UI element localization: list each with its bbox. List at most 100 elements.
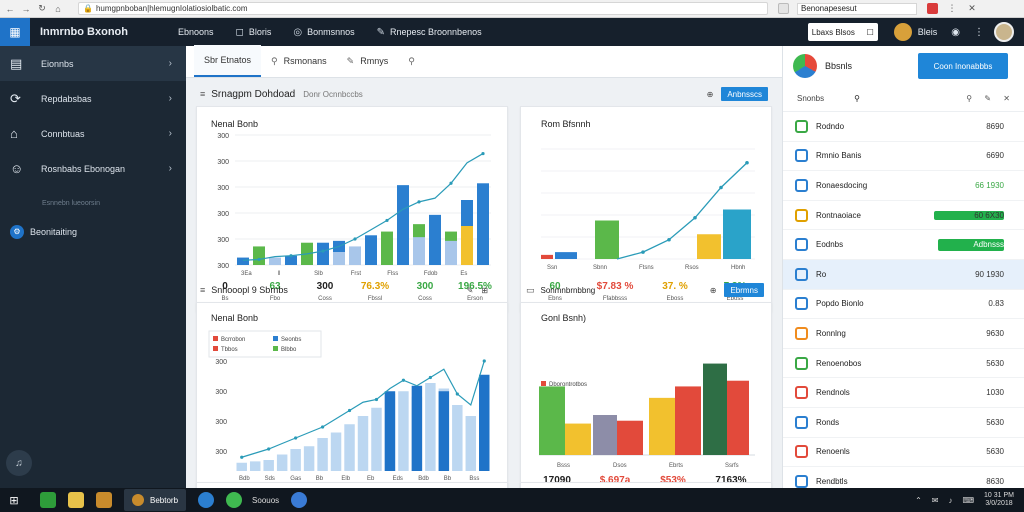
sidebar-item[interactable]: ☺ Rosnbabs Ebonogan › [0,151,186,186]
app-grid-icon[interactable]: ▦ [0,18,30,46]
x-tick-label: Es [460,271,467,277]
app-title: Inmrnbo Bxonoh [40,26,128,38]
panel-header-2: ≡ Snnooopl 9 Sbrnbs ✎ ⊞ [200,278,496,302]
sidebar-item[interactable]: ▤ Eionnbs › [0,46,186,81]
folder-app-icon[interactable] [68,492,84,508]
windows-start-icon[interactable]: ⊞ [9,494,19,507]
sidebar-item[interactable]: ⌂ Connbtuas › [0,116,186,151]
line-point [482,359,486,363]
list-item[interactable]: Ronds 5630 [783,408,1024,438]
top-nav-item[interactable]: ◻ Bloris [236,27,276,38]
main-tab[interactable]: ⚲ Rsmonans [261,45,337,77]
user-circle-icon[interactable]: ♫ [6,450,32,476]
clock[interactable]: 10 31 PM 3/0/2018 [984,492,1014,507]
address-text: humgpnboban|hlemugnIolatiosiolbatic.com [95,4,248,13]
home-icon[interactable]: ⌂ [55,3,61,14]
grid-icon[interactable]: ⊞ [481,285,488,295]
list-item[interactable]: Ronnlng 9630 [783,319,1024,349]
edit-icon[interactable]: ✎ [984,94,992,103]
chat-app-icon[interactable] [226,492,243,508]
profile-avatar[interactable] [994,22,1014,42]
x-tick-label: Sds [265,476,275,482]
add-icon[interactable]: ⊕ [709,285,717,295]
forward-icon[interactable]: → [21,3,31,14]
list-item[interactable]: Rmnio Banis 6690 [783,142,1024,172]
list-item[interactable]: Rodndo 8690 [783,112,1024,142]
edit-icon[interactable]: ✎ [466,285,474,295]
more-icon[interactable]: ⋮ [974,26,984,38]
sort-icon[interactable]: ≡ [200,89,206,99]
list-item-icon [795,474,808,488]
keyboard-icon[interactable]: ⌨ [962,495,975,505]
list-item-label: Ronds [816,417,840,427]
list-item[interactable]: Rontnaoiace 60 6X30 [783,201,1024,231]
list-item[interactable]: Popdo Bionlo 0.83 [783,290,1024,320]
y-tick-label: 300 [217,211,229,218]
taskbar-app-2[interactable]: Soouos [252,496,279,505]
main-content: Sbr Etnatos ⚲ Rsmonans ✎ Rmnys ⚲ ≡ Srnagpm Do… [186,45,782,512]
search-icon[interactable]: ⚲ [854,94,860,103]
tray-up-icon[interactable]: ⌃ [915,495,922,505]
files-app-icon[interactable] [96,492,112,508]
top-nav-item[interactable]: ◎ Bonmsnnos [293,27,358,38]
top-nav-item[interactable]: ✎ Rnepesc Broonnbenos [377,27,486,38]
stat-label: Fbssl [368,296,382,302]
x-tick-label: Bdb [239,476,250,482]
list-item[interactable]: Renoenobos 5630 [783,349,1024,379]
menu-dots-icon[interactable]: ⋮ [947,3,957,13]
username[interactable]: Bleis [917,27,938,37]
x-tick-label: Sbnn [593,265,607,271]
sidebar-item[interactable]: ⟳ Repdabsbas › [0,81,186,116]
panel-action-button[interactable]: Ebrmns [724,283,764,297]
add-icon[interactable]: ⊕ [706,89,714,99]
filter-icon[interactable]: ⚲ [966,94,973,103]
list-item[interactable]: Eodnbs Adbnsss [783,230,1024,260]
header-right: Lbaxs Blsos ☐ Bleis ◉ ⋮ [807,22,1014,42]
bar [269,257,281,265]
close-icon[interactable]: ✕ [968,3,976,13]
x-tick-label: Elb [341,476,350,482]
avatar[interactable] [893,23,912,41]
bar [236,462,247,471]
legend-swatch [213,336,218,341]
list-item[interactable]: Ronaesdocing 66 1930 [783,171,1024,201]
browser-app-icon[interactable] [40,492,56,508]
legend-box [208,330,322,358]
stat-label: Coss [418,296,432,302]
list-item-icon [795,208,808,222]
main-tab[interactable]: Sbr Etnatos [194,45,262,77]
tab-search[interactable]: Benonapesesut [797,2,917,15]
main-tab[interactable]: ⚲ [398,45,431,77]
header-search[interactable]: Lbaxs Blsos ☐ [807,23,878,41]
right-panel-button[interactable]: Coon Inonabbbs [918,53,1008,79]
line-point [257,257,261,262]
tab-icon: ⚲ [408,55,415,66]
taskbar-app-active[interactable]: Bebtorb [124,489,187,511]
y-tick-label: 300 [215,389,227,396]
extension-icon[interactable] [778,3,789,14]
list-item[interactable]: Ro 90 1930 [783,259,1024,290]
legend-label: Seonbs [281,337,301,343]
network-app-icon[interactable] [291,492,308,508]
reload-icon[interactable]: ↻ [38,3,46,13]
notification-icon[interactable]: ◉ [951,26,960,38]
sidebar: ▤ Eionnbs › ⟳ Repdabsbas › ⌂ Connbtuas › ☺ Rosnbab… [0,46,186,488]
line-point [289,254,293,258]
address-bar[interactable]: 🔒 humgpnboban|hlemugnIolatiosiolbatic.co… [78,2,768,15]
chevron-right-icon: › [168,163,172,174]
x-tick-label: 3Ea [241,271,252,277]
list-item[interactable]: Rendnols 1030 [783,378,1024,408]
extension-red-icon[interactable] [927,3,938,14]
mail-icon[interactable]: ✉ [931,495,939,505]
globe-app-icon[interactable] [198,492,215,508]
list-item[interactable]: Renoenls 5630 [783,438,1024,468]
volume-icon[interactable]: ♪ [948,495,953,505]
panel-action-button[interactable]: Anbnsscs [721,87,768,101]
back-icon[interactable]: ← [5,3,15,14]
top-nav-item[interactable]: Ebnoons [178,27,218,37]
close-icon[interactable]: ✕ [1003,94,1010,103]
sidebar-item-settings[interactable]: ⚙ Beonitaiting [0,214,186,249]
main-tab[interactable]: ✎ Rmnys [337,45,399,77]
sort-icon[interactable]: ≡ [200,285,206,295]
bar [263,460,274,471]
